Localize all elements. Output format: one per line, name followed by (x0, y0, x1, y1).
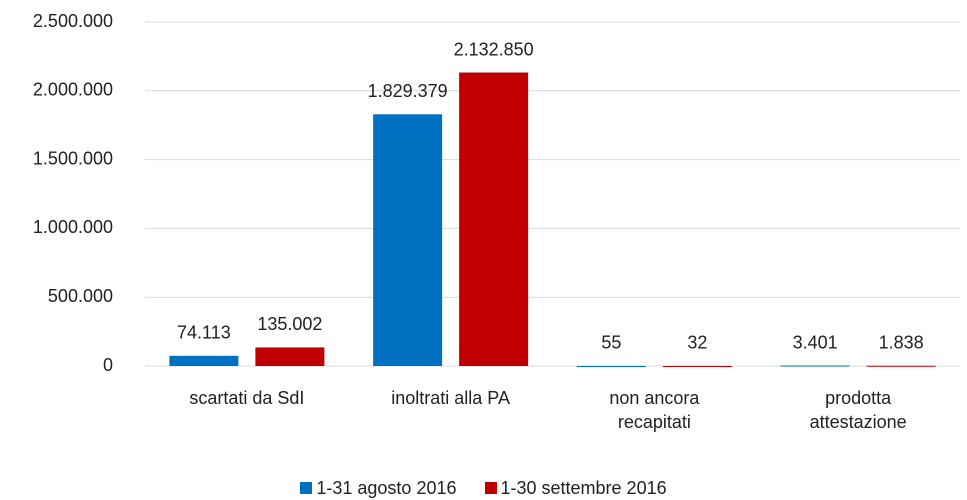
value-label: 74.113 (177, 323, 231, 343)
y-tick-label: 500.000 (48, 286, 113, 306)
y-tick-label: 0 (103, 355, 113, 375)
plot: 0 500.000 1.000.000 1.500.000 2.000.000 2.500… (33, 11, 960, 375)
bar (866, 365, 936, 367)
legend-label: 1-30 settembre 2016 (500, 478, 667, 498)
value-label: 32 (687, 333, 707, 353)
bar (459, 72, 529, 366)
bar (780, 365, 850, 367)
value-label: 3.401 (793, 332, 838, 352)
y-tick-label: 2.500.000 (33, 11, 113, 31)
bar (373, 114, 443, 366)
legend-swatch (484, 482, 497, 494)
bar (255, 347, 325, 366)
bar (662, 365, 732, 367)
y-tick-label: 1.000.000 (33, 217, 113, 237)
x-tick-label: scartati da SdI (189, 388, 305, 408)
legend-item: 1-31 agosto 2016 (300, 478, 457, 499)
legend-label: 1-31 agosto 2016 (316, 478, 457, 498)
value-label: 55 (601, 333, 621, 353)
x-tick-label: inoltrati alla PA (391, 388, 510, 408)
y-tick-label: 2.000.000 (33, 80, 113, 100)
bar (169, 355, 239, 366)
x-tick-label: non ancora recapitati (609, 388, 700, 432)
bar (576, 365, 646, 367)
legend-swatch (300, 482, 313, 494)
value-label: 1.829.379 (368, 81, 448, 101)
legend-item: 1-30 settembre 2016 (484, 478, 667, 499)
value-label: 135.002 (257, 314, 322, 334)
value-label: 1.838 (879, 332, 924, 352)
value-label: 2.132.850 (454, 39, 534, 59)
x-tick-label: prodotta attestazione (809, 388, 907, 432)
legend: 1-31 agosto 2016 1-30 settembre 2016 (0, 478, 967, 499)
y-tick-label: 1.500.000 (33, 148, 113, 168)
